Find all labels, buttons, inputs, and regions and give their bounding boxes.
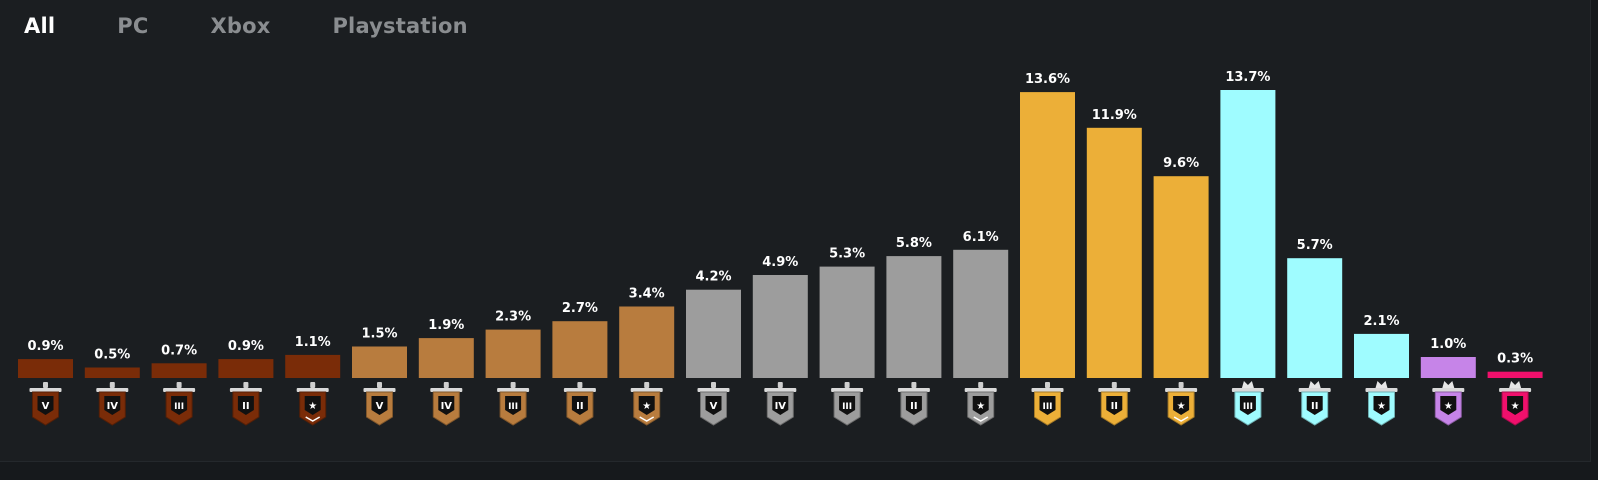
bar-bronze-ii[interactable] xyxy=(552,321,608,378)
value-label: 6.1% xyxy=(963,230,999,245)
tab-xbox[interactable]: Xbox xyxy=(210,14,271,38)
value-label: 5.7% xyxy=(1297,238,1333,253)
svg-text:V: V xyxy=(42,401,50,412)
bar-silver-v[interactable] xyxy=(686,289,741,378)
rank-banner-icon: ★ xyxy=(1365,381,1398,426)
bar-diamond[interactable] xyxy=(1420,357,1476,378)
platform-tabs: All PC Xbox Playstation xyxy=(24,10,468,42)
rank-banner-icon: ★ xyxy=(296,382,329,426)
value-label: 0.9% xyxy=(228,339,264,354)
svg-text:II: II xyxy=(1311,401,1318,412)
value-label: 2.1% xyxy=(1363,314,1399,329)
rank-banner-icon: III xyxy=(163,382,196,426)
bar-platinum-i[interactable] xyxy=(1354,333,1409,378)
value-label: 2.7% xyxy=(562,301,598,316)
svg-text:III: III xyxy=(842,402,852,412)
bar-platinum-iii[interactable] xyxy=(1220,90,1276,378)
svg-text:★: ★ xyxy=(1177,401,1186,412)
bar-copper-i[interactable] xyxy=(285,354,341,378)
value-label: 1.1% xyxy=(295,335,331,350)
value-label: 0.7% xyxy=(161,343,197,358)
bar-copper-iv[interactable] xyxy=(84,367,140,379)
svg-text:II: II xyxy=(1111,401,1118,412)
value-label: 11.9% xyxy=(1092,108,1137,123)
value-label: 5.3% xyxy=(829,247,865,262)
rank-banner-icon: II xyxy=(563,382,596,426)
value-label: 0.9% xyxy=(27,339,63,354)
tab-pc[interactable]: PC xyxy=(117,14,149,38)
bar-gold-iii[interactable] xyxy=(1020,92,1075,378)
svg-text:V: V xyxy=(710,401,718,412)
value-label: 4.2% xyxy=(695,270,731,285)
svg-text:★: ★ xyxy=(976,401,985,412)
value-label: 1.5% xyxy=(361,327,397,342)
tab-all[interactable]: All xyxy=(24,14,56,38)
value-label: 1.9% xyxy=(428,318,464,333)
svg-text:II: II xyxy=(242,401,249,412)
svg-text:IV: IV xyxy=(775,401,787,412)
rank-banner-icon: V xyxy=(363,382,396,426)
bar-copper-iii[interactable] xyxy=(151,363,207,378)
rank-banner-icon: ★ xyxy=(1165,382,1198,426)
rank-banner-icon: III xyxy=(1231,381,1264,426)
bar-bronze-iii[interactable] xyxy=(485,329,541,378)
rank-banner-icon: V xyxy=(697,382,730,426)
rank-banner-icon: IV xyxy=(764,382,797,426)
rank-banner-icon: ★ xyxy=(1499,381,1532,426)
value-label: 2.3% xyxy=(495,310,531,325)
rank-banner-icon: III xyxy=(831,382,864,426)
svg-text:★: ★ xyxy=(1377,401,1386,412)
value-label: 5.8% xyxy=(896,236,932,251)
bar-platinum-ii[interactable] xyxy=(1287,258,1343,378)
bar-copper-ii[interactable] xyxy=(218,359,274,378)
bar-bronze-v[interactable] xyxy=(352,346,407,379)
bar-gold-ii[interactable] xyxy=(1086,127,1142,378)
svg-text:★: ★ xyxy=(642,401,651,412)
svg-text:IV: IV xyxy=(107,401,119,412)
value-label: 9.6% xyxy=(1163,156,1199,171)
rank-banner-icon: II xyxy=(897,382,930,426)
bar-champion[interactable] xyxy=(1487,371,1543,378)
rank-banner-icon: ★ xyxy=(964,382,997,426)
svg-text:★: ★ xyxy=(308,401,317,412)
rank-banner-icon: IV xyxy=(430,382,463,426)
bar-silver-i[interactable] xyxy=(953,249,1009,378)
svg-text:V: V xyxy=(376,401,384,412)
bar-silver-iv[interactable] xyxy=(752,275,808,378)
bar-copper-v[interactable] xyxy=(18,359,73,378)
rank-banner-icon: ★ xyxy=(1432,381,1465,426)
tab-playstation[interactable]: Playstation xyxy=(332,14,468,38)
bar-bronze-iv[interactable] xyxy=(418,338,474,378)
svg-text:III: III xyxy=(1243,402,1253,412)
rank-banner-icon: III xyxy=(1031,382,1064,426)
svg-text:III: III xyxy=(1042,402,1052,412)
rank-banner-icon: IV xyxy=(96,382,129,426)
value-label: 4.9% xyxy=(762,255,798,270)
svg-text:★: ★ xyxy=(1444,401,1453,412)
rank-banner-icon: II xyxy=(1298,381,1331,426)
rank-banner-icon: ★ xyxy=(630,382,663,426)
svg-text:III: III xyxy=(174,402,184,412)
svg-text:III: III xyxy=(508,402,518,412)
svg-text:IV: IV xyxy=(441,401,453,412)
value-label: 1.0% xyxy=(1430,337,1466,352)
rank-banner-icon: III xyxy=(497,382,530,426)
bar-bronze-i[interactable] xyxy=(619,306,675,379)
value-label: 13.7% xyxy=(1225,70,1270,85)
value-label: 13.6% xyxy=(1025,72,1070,87)
rank-banner-icon: II xyxy=(229,382,262,426)
svg-text:★: ★ xyxy=(1511,401,1520,412)
rank-banner-icon: II xyxy=(1098,382,1131,426)
rank-distribution-panel: All PC Xbox Playstation xyxy=(0,0,1591,462)
bar-silver-iii[interactable] xyxy=(819,266,875,378)
value-label: 0.3% xyxy=(1497,352,1533,367)
rank-banner-icon: V xyxy=(29,382,62,426)
svg-text:II: II xyxy=(576,401,583,412)
svg-text:II: II xyxy=(910,401,917,412)
bar-gold-i[interactable] xyxy=(1153,176,1209,378)
bar-silver-ii[interactable] xyxy=(886,256,942,378)
value-label: 3.4% xyxy=(629,287,665,302)
value-label: 0.5% xyxy=(94,348,130,363)
